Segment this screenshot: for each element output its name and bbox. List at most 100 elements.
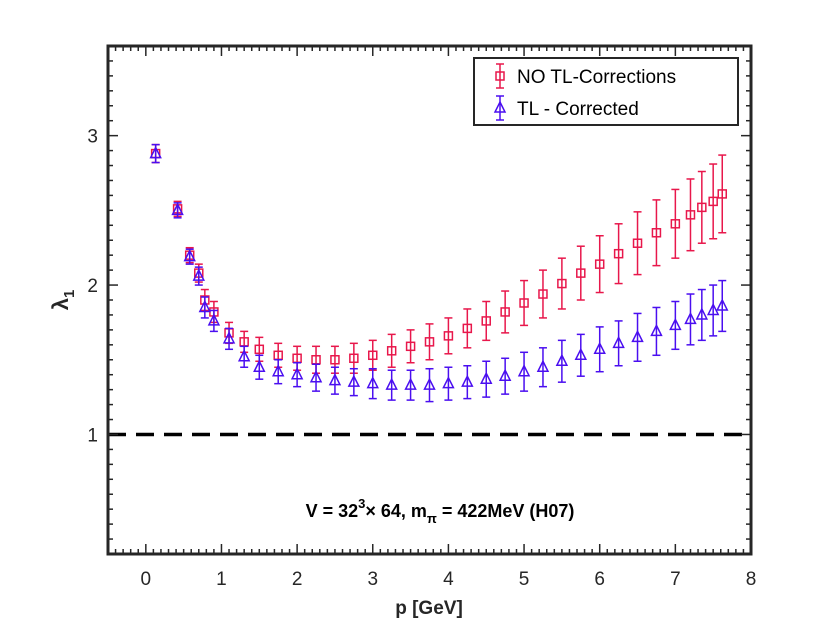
x-axis-label: p [GeV]: [395, 598, 463, 619]
square-marker: [576, 268, 586, 278]
data-point: [386, 333, 397, 368]
triangle-marker: [612, 335, 625, 349]
series-layer: [149, 143, 729, 403]
x-tick-label: 0: [141, 569, 152, 590]
triangle-marker: [593, 341, 606, 355]
data-point: [697, 170, 707, 244]
legend-label-tl-corrected: TL - Corrected: [517, 99, 639, 120]
data-point: [685, 178, 696, 252]
data-point: [462, 308, 473, 349]
data-point: [555, 339, 569, 383]
lattice-annotation: V = 323× 64, mπ = 422MeV (H07): [306, 496, 575, 526]
x-tick-label: 3: [367, 569, 378, 590]
data-point: [192, 266, 205, 286]
triangle-marker: [183, 248, 196, 262]
data-point: [404, 369, 417, 401]
square-marker: [349, 353, 359, 364]
data-point: [423, 367, 436, 403]
legend-triangle-marker: [493, 100, 507, 113]
legend-entry-tl-corrected: TL - Corrected: [493, 95, 639, 121]
triangle-marker: [192, 268, 205, 281]
data-point: [405, 329, 416, 364]
data-point: [149, 143, 162, 164]
plot-area: [108, 46, 751, 554]
data-point: [632, 211, 643, 276]
legend-entry-no-tl-corrections: NO TL-Corrections: [495, 63, 676, 89]
triangle-marker: [290, 367, 304, 380]
square-marker: [405, 341, 416, 352]
data-point: [594, 235, 605, 294]
x-tick-label: 8: [746, 569, 757, 590]
data-point: [443, 317, 454, 355]
triangle-marker: [498, 368, 512, 381]
data-point: [500, 290, 510, 334]
annotation-volume-exponent: 3: [358, 496, 365, 511]
data-point: [480, 360, 493, 398]
triangle-marker: [198, 299, 212, 313]
data-point: [198, 296, 212, 319]
square-marker: [386, 346, 397, 356]
data-point: [684, 293, 697, 346]
annotation-mass-value: = 422MeV (H07): [437, 501, 575, 521]
data-point: [183, 248, 196, 265]
triangle-marker: [404, 377, 417, 390]
data-point: [171, 202, 184, 219]
triangle-marker: [555, 353, 569, 367]
data-point: [271, 359, 285, 385]
data-point: [716, 279, 729, 333]
data-point: [385, 369, 398, 401]
data-point: [576, 245, 586, 301]
triangle-marker: [650, 323, 663, 337]
square-marker: [613, 248, 624, 259]
y-axis-label-main: λ: [48, 298, 73, 310]
square-marker: [708, 196, 718, 207]
annotation-times-mass: × 64, m: [365, 501, 427, 521]
triangle-marker: [366, 375, 379, 389]
triangle-marker: [328, 373, 342, 386]
data-point: [613, 223, 624, 285]
square-marker: [594, 259, 605, 269]
annotation-volume: V = 32: [306, 501, 359, 521]
square-marker: [697, 202, 707, 213]
data-point: [498, 357, 512, 395]
x-tick-label: 5: [519, 569, 530, 590]
triangle-marker: [309, 370, 323, 383]
triangle-marker: [207, 313, 221, 326]
triangle-marker: [149, 145, 162, 159]
triangle-marker: [271, 364, 285, 377]
data-point: [481, 300, 491, 342]
data-point: [538, 269, 548, 319]
y-axis-label-group: λ1: [48, 290, 78, 311]
square-marker: [368, 350, 378, 361]
triangle-marker: [574, 347, 588, 361]
triangle-marker: [423, 377, 436, 390]
data-point: [517, 351, 531, 392]
square-marker: [670, 219, 681, 229]
square-marker: [538, 289, 548, 299]
annotation-pi-subscript: π: [427, 511, 437, 526]
data-point: [347, 367, 361, 397]
square-marker: [481, 316, 491, 326]
data-point: [328, 366, 342, 395]
triangle-marker: [347, 374, 361, 387]
triangle-marker: [517, 364, 531, 377]
triangle-marker: [716, 298, 729, 311]
data-point: [706, 284, 720, 337]
data-point: [461, 364, 474, 400]
triangle-marker: [385, 377, 398, 390]
triangle-marker: [684, 311, 697, 325]
data-point: [290, 362, 304, 388]
y-tick-label: 2: [87, 276, 98, 297]
data-point: [207, 309, 221, 333]
y-tick-label: 3: [87, 127, 98, 148]
data-point: [669, 300, 682, 351]
triangle-marker: [669, 317, 682, 331]
data-point: [708, 163, 718, 240]
square-marker: [462, 323, 473, 334]
data-point: [612, 320, 625, 367]
y-tick-label: 1: [87, 425, 98, 446]
triangle-marker: [461, 374, 474, 387]
data-point: [442, 366, 455, 401]
y-axis-label-subscript: 1: [61, 290, 78, 298]
